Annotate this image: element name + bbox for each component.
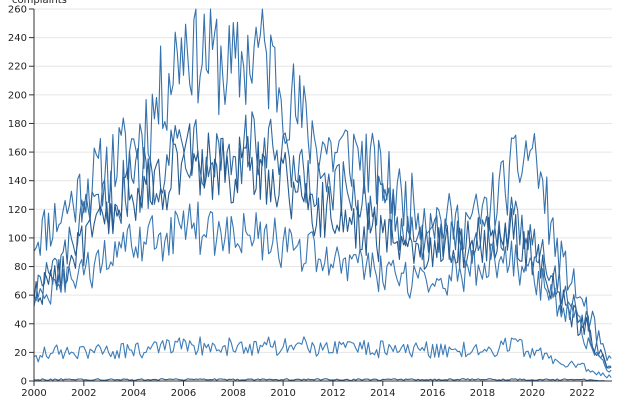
x-tick-label: 2020 (520, 388, 545, 399)
y-tick-label: 60 (14, 291, 27, 302)
x-tick-label: 2006 (171, 388, 196, 399)
x-tick-label: 2000 (21, 388, 46, 399)
y-tick-label: 240 (8, 33, 27, 44)
y-tick-label: 100 (8, 233, 27, 244)
y-tick-label: 80 (14, 262, 27, 273)
y-tick-label: 260 (8, 5, 27, 16)
series-line (33, 8, 612, 362)
x-tick-label: 2002 (71, 388, 96, 399)
y-axis-label: complaints (12, 0, 67, 6)
x-tick-label: 2004 (121, 388, 146, 399)
series-line (33, 111, 612, 369)
series-line (33, 201, 612, 373)
y-tick-label: 140 (8, 176, 27, 187)
series-line (33, 378, 612, 382)
x-tick-label: 2014 (370, 388, 395, 399)
y-axis-ticks: 0 20 40 60 80 100 120 140 160 180 200 220 240 260 (8, 5, 34, 388)
y-tick-label: 160 (8, 148, 27, 159)
x-tick-label: 2016 (420, 388, 445, 399)
series-line (33, 336, 612, 379)
x-tick-label: 2018 (470, 388, 495, 399)
y-tick-label: 180 (8, 119, 27, 130)
axes (33, 9, 612, 382)
gridlines (34, 8, 612, 353)
y-tick-label: 20 (14, 348, 27, 359)
x-axis-ticks: 2000 2002 2004 2006 2008 2010 2012 2014 2016 2018… (21, 381, 595, 399)
series-line (33, 123, 612, 369)
x-tick-label: 2012 (320, 388, 345, 399)
x-tick-label: 2022 (569, 388, 594, 399)
y-tick-label: 220 (8, 62, 27, 73)
y-tick-label: 120 (8, 205, 27, 216)
x-tick-label: 2010 (270, 388, 295, 399)
y-tick-label: 0 (21, 377, 27, 388)
y-tick-label: 40 (14, 319, 27, 330)
x-tick-label: 2008 (221, 388, 246, 399)
series-layer (33, 8, 612, 382)
y-tick-label: 200 (8, 90, 27, 101)
